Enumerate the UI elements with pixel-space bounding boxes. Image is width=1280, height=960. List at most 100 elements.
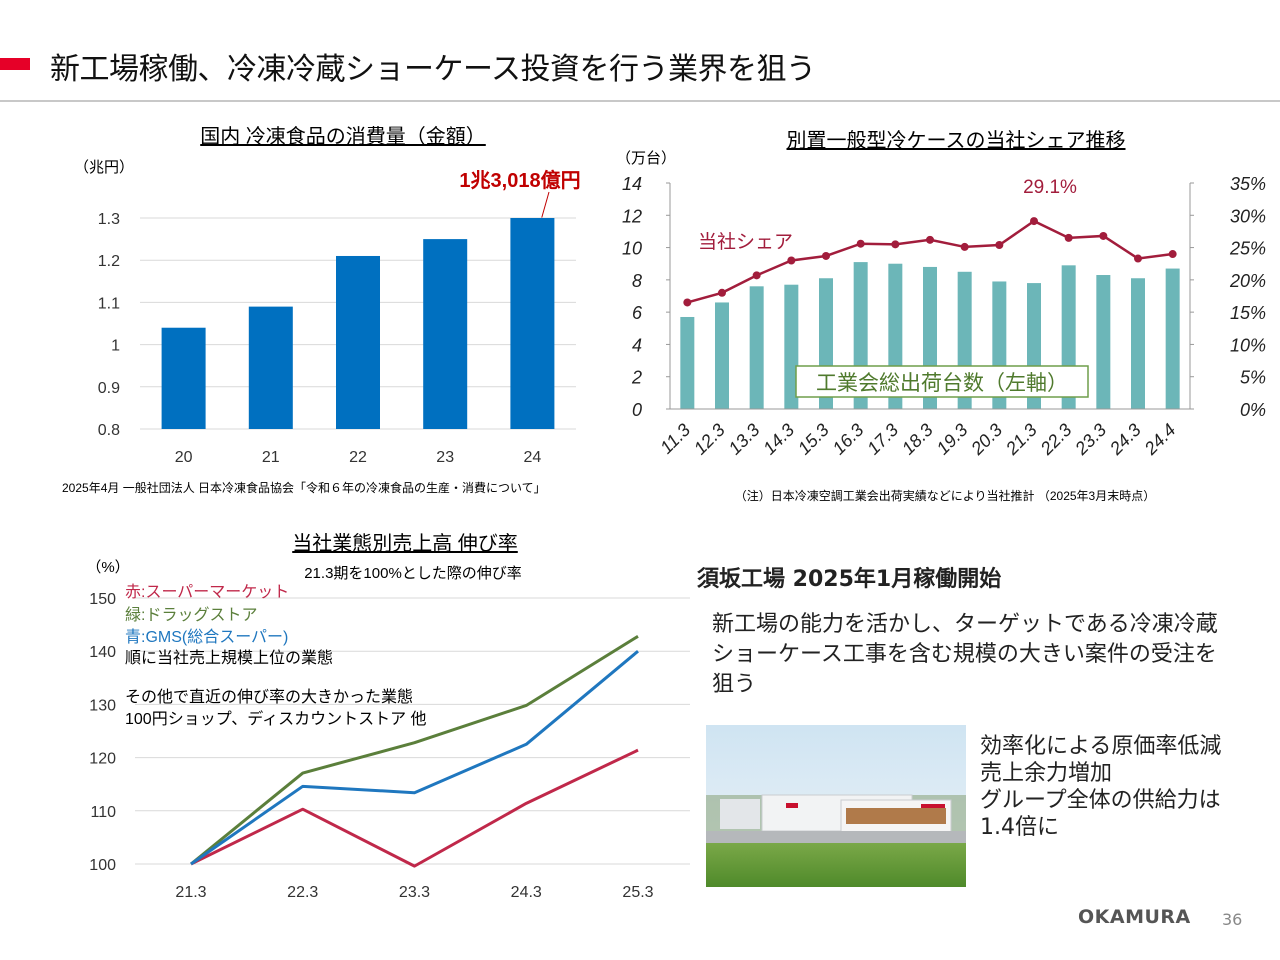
benefit-item: 1.4倍に xyxy=(980,814,1280,841)
share-point xyxy=(1134,255,1142,263)
consumption-chart: 国内 冷凍食品の消費量（金額） （兆円） 1兆3,018億円 0.80.911.… xyxy=(0,110,640,500)
share-point xyxy=(891,240,899,248)
factory-photo xyxy=(706,725,966,887)
legend-gms: 青:GMS(総合スーパー) xyxy=(125,628,288,646)
chart1-annotation: 1兆3,018億円 xyxy=(459,168,580,192)
factory-heading: 須坂工場 2025年1月稼働開始 xyxy=(697,561,1001,593)
chart2-ytick-right: 10% xyxy=(1230,335,1266,355)
legend-drugstore: 緑:ドラッグストア xyxy=(125,606,257,624)
chart2-note: （注）日本冷凍空調工業会出荷実績などにより当社推計 （2025年3月末時点） xyxy=(735,488,1155,503)
chart2-bar xyxy=(1166,269,1180,409)
chart3-ytick: 100 xyxy=(89,857,116,874)
chart2-bar xyxy=(1096,275,1110,409)
chart3-ytick: 140 xyxy=(89,644,116,661)
chart1-bar xyxy=(336,256,380,429)
share-point xyxy=(683,298,691,306)
chart2-xtick: 18.3 xyxy=(898,420,937,459)
title-accent-bar xyxy=(0,58,30,70)
chart2-ytick-left: 8 xyxy=(632,271,642,291)
chart2-xtick: 22.3 xyxy=(1036,420,1076,460)
chart2-xtick: 21.3 xyxy=(1001,420,1041,460)
other-note-1: その他で直近の伸び率の大きかった業態 xyxy=(125,688,413,706)
chart2-ytick-left: 0 xyxy=(632,400,642,420)
chart1-ytick: 0.8 xyxy=(98,422,120,439)
chart2-ytick-left: 6 xyxy=(632,303,643,323)
share-point xyxy=(961,243,969,251)
share-point xyxy=(787,256,795,264)
chart2-ytick-left: 4 xyxy=(632,335,642,355)
chart3-xtick: 25.3 xyxy=(622,884,653,900)
chart2-xtick: 13.3 xyxy=(725,420,764,459)
page-number: 36 xyxy=(1222,910,1242,929)
share-point xyxy=(1099,232,1107,240)
chart3-xtick: 22.3 xyxy=(287,884,318,900)
share-point xyxy=(718,289,726,297)
chart3-subtitle: 21.3期を100%とした際の伸び率 xyxy=(304,565,522,582)
share-point xyxy=(1169,250,1177,258)
chart2-xtick: 12.3 xyxy=(690,420,729,459)
benefit-item: グループ全体の供給力は xyxy=(980,787,1280,814)
share-point xyxy=(1065,234,1073,242)
share-chart: 別置一般型冷ケースの当社シェア推移 （万台） 02468101214 0%5%1… xyxy=(600,110,1280,510)
chart2-ytick-right: 0% xyxy=(1240,400,1266,420)
share-series-label: 当社シェア xyxy=(698,231,793,253)
chart1-bar xyxy=(249,307,293,429)
title-divider xyxy=(0,100,1280,102)
chart1-xtick: 24 xyxy=(524,449,542,466)
chart2-xtick: 15.3 xyxy=(794,420,833,459)
chart2-ytick-right: 15% xyxy=(1230,303,1266,323)
legend-supermarket: 赤:スーパーマーケット xyxy=(125,583,289,601)
chart2-ytick-right: 35% xyxy=(1230,174,1266,194)
growth-chart: 当社業態別売上高 伸び率 21.3期を100%とした際の伸び率 （%） 1001… xyxy=(0,520,690,900)
chart2-xtick: 17.3 xyxy=(863,420,902,459)
chart2-ytick-left: 10 xyxy=(622,239,642,259)
page-title: 新工場稼働、冷凍冷蔵ショーケース投資を行う業界を狙う xyxy=(50,44,816,88)
chart3-xtick: 21.3 xyxy=(175,884,206,900)
share-point xyxy=(857,240,865,248)
share-point xyxy=(1030,217,1038,225)
chart2-bar xyxy=(715,302,729,409)
other-note-2: 100円ショップ、ディスカウントストア 他 xyxy=(125,709,427,728)
chart2-ytick-right: 5% xyxy=(1240,368,1266,388)
chart3-ylabel: （%） xyxy=(86,559,129,576)
share-peak-label: 29.1% xyxy=(1023,177,1077,198)
chart2-xtick: 19.3 xyxy=(933,420,972,459)
chart1-ytick: 0.9 xyxy=(98,380,120,397)
chart1-xtick: 20 xyxy=(175,449,193,466)
chart2-ytick-right: 20% xyxy=(1229,271,1266,291)
chart3-ytick: 120 xyxy=(89,751,116,768)
chart1-ytick: 1.3 xyxy=(98,211,120,228)
share-point xyxy=(926,236,934,244)
share-point xyxy=(822,252,830,260)
chart1-bar xyxy=(162,328,206,429)
chart2-ytick-left: 12 xyxy=(622,206,642,226)
factory-description: 新工場の能力を活かし、ターゲットである冷凍冷蔵ショーケース工事を含む規模の大きい… xyxy=(712,610,1232,700)
chart2-ytick-right: 30% xyxy=(1230,206,1266,226)
chart2-xtick: 14.3 xyxy=(759,420,798,459)
chart2-ytick-right: 25% xyxy=(1229,239,1266,259)
chart2-bar xyxy=(1131,278,1145,409)
chart2-ytick-left: 14 xyxy=(622,174,642,194)
chart2-xtick: 24.3 xyxy=(1105,420,1145,460)
chart1-ytick: 1.2 xyxy=(98,253,120,270)
share-point xyxy=(995,241,1003,249)
chart3-xtick: 23.3 xyxy=(399,884,430,900)
legend-note: 順に当社売上規模上位の業態 xyxy=(125,649,333,667)
bar-series-label: 工業会総出荷台数（左軸） xyxy=(816,372,1068,395)
chart2-title: 別置一般型冷ケースの当社シェア推移 xyxy=(787,129,1126,152)
chart3-xtick: 24.3 xyxy=(511,884,542,900)
benefit-item: 売上余力増加 xyxy=(980,760,1280,787)
chart1-bar xyxy=(510,218,554,429)
chart3-ytick: 110 xyxy=(90,804,116,821)
chart1-bar xyxy=(423,239,467,429)
chart3-ytick: 150 xyxy=(89,591,116,608)
chart1-source: 2025年4月 一般社団法人 日本冷凍食品協会「令和６年の冷凍食品の生産・消費に… xyxy=(62,480,546,495)
chart2-xtick: 11.3 xyxy=(656,420,694,458)
chart1-xtick: 21 xyxy=(262,449,280,466)
chart1-title: 国内 冷凍食品の消費量（金額） xyxy=(200,125,486,148)
benefits-list: 効率化による原価率低減 売上余力増加 グループ全体の供給力は 1.4倍に xyxy=(980,733,1280,841)
chart1-ylabel: （兆円） xyxy=(74,159,134,176)
chart1-xtick: 22 xyxy=(349,449,367,466)
chart1-xtick: 23 xyxy=(436,449,454,466)
chart2-xtick: 23.3 xyxy=(1071,420,1111,460)
